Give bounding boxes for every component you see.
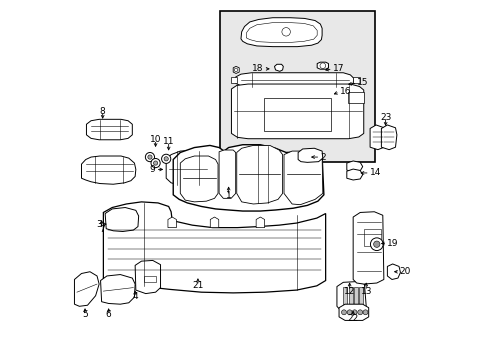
Circle shape [341, 310, 346, 315]
Polygon shape [74, 272, 99, 306]
Text: 23: 23 [379, 113, 390, 122]
Text: 14: 14 [369, 168, 380, 177]
Circle shape [145, 153, 154, 162]
Circle shape [164, 157, 168, 161]
Text: 1: 1 [225, 192, 231, 201]
Text: 22: 22 [347, 314, 358, 323]
Polygon shape [274, 64, 283, 71]
Circle shape [357, 310, 362, 315]
Circle shape [161, 154, 170, 163]
Text: 16: 16 [339, 87, 350, 96]
Circle shape [370, 238, 383, 251]
Bar [342, 287, 346, 304]
Polygon shape [219, 150, 235, 198]
Circle shape [373, 241, 379, 247]
Text: 20: 20 [399, 267, 410, 276]
Circle shape [153, 161, 158, 165]
Text: 19: 19 [386, 239, 398, 248]
Polygon shape [233, 66, 239, 73]
Text: 17: 17 [332, 64, 344, 73]
Bar [352, 77, 359, 83]
Polygon shape [173, 145, 323, 211]
Bar [219, 11, 374, 162]
Circle shape [147, 155, 152, 159]
Polygon shape [346, 161, 362, 172]
Bar [364, 229, 381, 246]
Polygon shape [231, 84, 363, 139]
Bar [353, 287, 357, 304]
Text: 3: 3 [96, 220, 102, 229]
Polygon shape [338, 304, 368, 320]
Polygon shape [317, 62, 328, 69]
Text: 18: 18 [252, 64, 264, 73]
Bar [348, 287, 352, 304]
Text: 5: 5 [82, 310, 88, 319]
Text: 13: 13 [360, 287, 371, 296]
Polygon shape [166, 150, 209, 185]
Text: 15: 15 [357, 78, 368, 87]
Text: 7: 7 [99, 225, 104, 234]
Polygon shape [381, 125, 396, 150]
Polygon shape [352, 212, 383, 284]
Text: 6: 6 [105, 310, 111, 319]
Polygon shape [105, 207, 139, 231]
Polygon shape [103, 202, 325, 293]
Bar [347, 92, 364, 103]
Text: 21: 21 [192, 282, 203, 290]
Circle shape [346, 310, 351, 315]
Text: 12: 12 [343, 287, 355, 296]
Polygon shape [135, 260, 160, 294]
Bar [231, 77, 237, 83]
Bar [264, 98, 330, 131]
Polygon shape [81, 156, 136, 184]
Polygon shape [101, 275, 135, 304]
Text: 4: 4 [132, 292, 138, 301]
Text: 11: 11 [163, 137, 174, 146]
Text: 8: 8 [100, 107, 105, 116]
Polygon shape [298, 148, 322, 162]
Polygon shape [180, 156, 218, 202]
Polygon shape [167, 217, 176, 228]
Circle shape [362, 310, 367, 315]
Polygon shape [210, 217, 218, 228]
Polygon shape [236, 145, 282, 204]
Circle shape [351, 310, 356, 315]
Bar [143, 276, 156, 282]
Polygon shape [256, 217, 264, 228]
Bar [358, 287, 363, 304]
Polygon shape [86, 119, 132, 140]
Polygon shape [284, 151, 322, 205]
Polygon shape [241, 18, 322, 47]
Polygon shape [369, 125, 385, 150]
Circle shape [151, 158, 160, 168]
Text: 2: 2 [320, 153, 325, 162]
Polygon shape [386, 264, 400, 279]
Polygon shape [235, 73, 353, 87]
Text: 10: 10 [149, 135, 161, 144]
Polygon shape [336, 282, 366, 311]
Text: 9: 9 [149, 165, 155, 174]
Polygon shape [346, 169, 362, 180]
